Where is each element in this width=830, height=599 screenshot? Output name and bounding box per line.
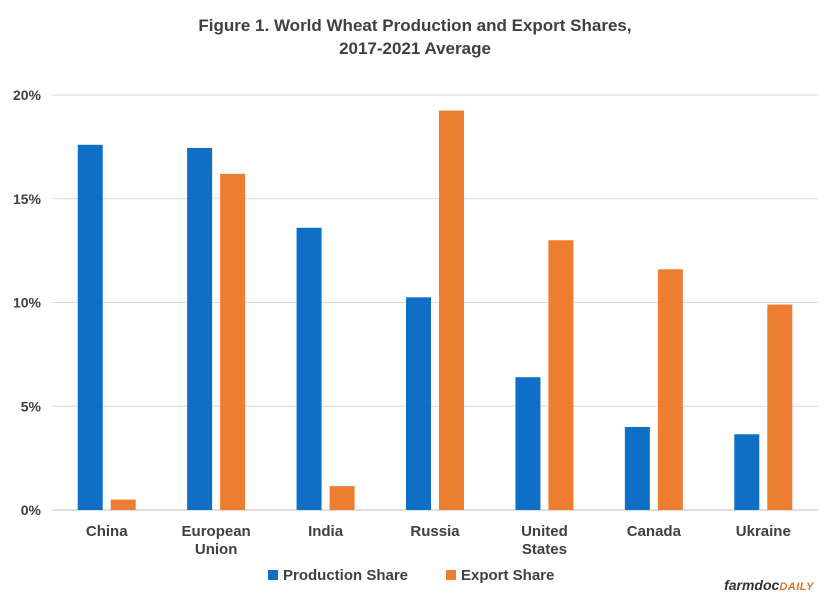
y-tick-label: 0% bbox=[21, 502, 42, 518]
export-bar bbox=[329, 486, 355, 510]
y-tick-label: 20% bbox=[13, 87, 42, 103]
export-bar bbox=[220, 173, 246, 510]
export-bar bbox=[767, 304, 793, 510]
export-bar bbox=[110, 499, 136, 510]
export-bar bbox=[548, 240, 574, 510]
brand-main: farmdoc bbox=[724, 577, 780, 593]
production-bar bbox=[624, 427, 650, 510]
x-category-label: China bbox=[86, 523, 128, 540]
legend-label-export: Export Share bbox=[461, 567, 554, 584]
y-tick-label: 5% bbox=[21, 398, 42, 414]
production-bar bbox=[734, 434, 760, 510]
legend-label-production: Production Share bbox=[283, 567, 408, 584]
export-bar bbox=[439, 110, 464, 510]
chart-title-line-2: 2017-2021 Average bbox=[339, 39, 491, 58]
x-category-label: Union bbox=[195, 541, 238, 558]
farmdoc-daily-logo: farmdocDAILY bbox=[724, 577, 814, 593]
chart-title: Figure 1. World Wheat Production and Exp… bbox=[0, 14, 830, 60]
x-category-label: Canada bbox=[627, 523, 682, 540]
x-category-label: Ukraine bbox=[736, 523, 791, 540]
legend-swatch-export bbox=[446, 570, 456, 580]
x-category-label: Russia bbox=[410, 523, 460, 540]
chart-title-line-1: Figure 1. World Wheat Production and Exp… bbox=[198, 16, 632, 35]
legend-swatch-production bbox=[268, 570, 278, 580]
x-category-label: European bbox=[182, 523, 251, 540]
production-bar bbox=[406, 297, 431, 510]
y-tick-label: 10% bbox=[13, 295, 42, 311]
export-bar bbox=[657, 269, 683, 510]
brand-suffix: DAILY bbox=[779, 581, 814, 593]
x-category-label: States bbox=[522, 541, 567, 558]
production-bar bbox=[296, 227, 322, 511]
production-bar bbox=[187, 147, 213, 510]
x-category-label: India bbox=[308, 523, 344, 540]
x-category-label: United bbox=[521, 523, 568, 540]
production-bar bbox=[515, 377, 541, 510]
production-bar bbox=[77, 144, 103, 511]
y-tick-label: 15% bbox=[13, 191, 42, 207]
